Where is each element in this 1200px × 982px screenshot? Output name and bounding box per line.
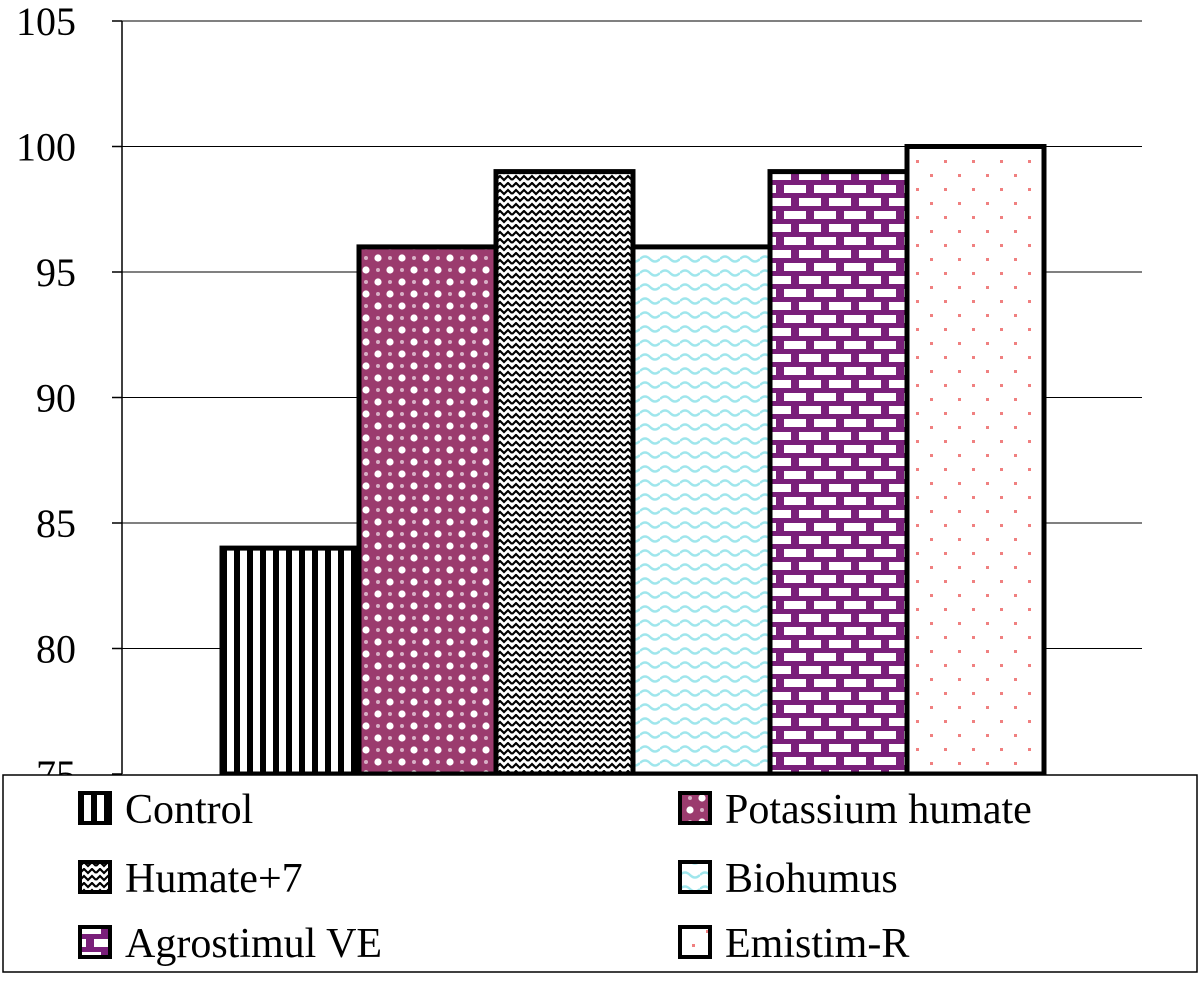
legend-swatch-biohumus xyxy=(678,860,712,894)
legend-box xyxy=(2,774,1198,973)
y-tick-label: 95 xyxy=(36,250,76,295)
legend-label-potassium-humate: Potassium humate xyxy=(725,787,1032,833)
y-tick-label: 105 xyxy=(16,0,76,44)
legend-swatch-humate-7 xyxy=(78,860,112,894)
bar-potassium-humate xyxy=(356,244,499,777)
bar-emistim-r xyxy=(904,144,1047,777)
y-axis: 7580859095100105 xyxy=(16,0,123,797)
legend-label-humate-7: Humate+7 xyxy=(125,856,303,902)
bar-humate-7 xyxy=(493,169,636,777)
legend-label-biohumus: Biohumus xyxy=(725,856,898,902)
legend: Control Potassium humate Humate+7 Biohumus A… xyxy=(2,774,1198,973)
bar-agrostimul-ve xyxy=(767,169,910,777)
legend-swatch-agrostimul-ve xyxy=(78,925,112,959)
legend-label-agrostimul-ve: Agrostimul VE xyxy=(125,921,382,967)
legend-swatch-control xyxy=(78,791,112,825)
y-tick-label: 80 xyxy=(36,627,76,672)
bars xyxy=(219,144,1047,777)
y-tick-label: 90 xyxy=(36,376,76,421)
y-tick-label: 85 xyxy=(36,501,76,546)
legend-swatch-emistim-r xyxy=(678,925,712,959)
legend-label-emistim-r: Emistim-R xyxy=(725,921,909,967)
y-tick-label: 100 xyxy=(16,125,76,170)
legend-swatch-potassium-humate xyxy=(678,791,712,825)
bar-biohumus xyxy=(630,244,773,777)
bar-control xyxy=(219,545,362,777)
legend-label-control: Control xyxy=(125,787,253,833)
